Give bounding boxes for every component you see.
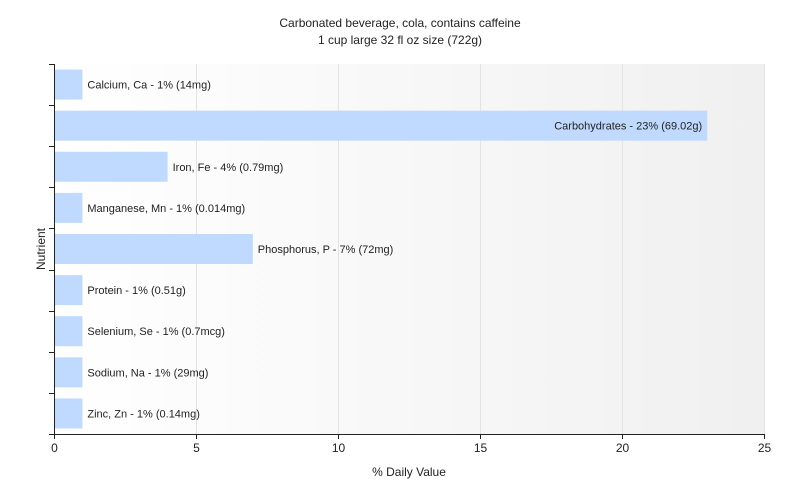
bar-label: Iron, Fe - 4% (0.79mg) [173, 162, 284, 174]
bar-label: Sodium, Na - 1% (29mg) [87, 367, 208, 379]
x-tick-label: 0 [51, 441, 58, 455]
axes: 0 5 10 15 20 25 [49, 64, 771, 455]
bar [55, 398, 83, 429]
bars: Calcium, Ca - 1% (14mg) Carbohydrates - 2… [55, 69, 708, 429]
y-axis-label: Nutrient [34, 227, 48, 270]
bar-label: Calcium, Ca - 1% (14mg) [87, 80, 210, 92]
x-axis-label: % Daily Value [372, 465, 446, 479]
bar-label: Selenium, Se - 1% (0.7mcg) [87, 326, 225, 338]
x-tick-label: 10 [332, 441, 346, 455]
bar [55, 192, 83, 223]
bar-label: Carbohydrates - 23% (69.02g) [554, 121, 702, 133]
x-tick-label: 5 [193, 441, 200, 455]
bar [55, 357, 83, 388]
bar [55, 69, 83, 100]
chart-subtitle: 1 cup large 32 fl oz size (722g) [318, 33, 482, 47]
bar [55, 110, 708, 141]
chart-title: Carbonated beverage, cola, contains caff… [279, 16, 521, 30]
x-tick-label: 25 [758, 441, 772, 455]
bar [55, 316, 83, 347]
bar [55, 275, 83, 306]
bar-label: Protein - 1% (0.51g) [87, 285, 185, 297]
bar-label: Zinc, Zn - 1% (0.14mg) [87, 408, 199, 420]
bar [55, 151, 168, 182]
x-tick-label: 15 [474, 441, 488, 455]
bar-label: Phosphorus, P - 7% (72mg) [258, 244, 394, 256]
bar [55, 234, 253, 264]
bar-label: Manganese, Mn - 1% (0.014mg) [87, 203, 245, 215]
x-tick-label: 20 [616, 441, 630, 455]
